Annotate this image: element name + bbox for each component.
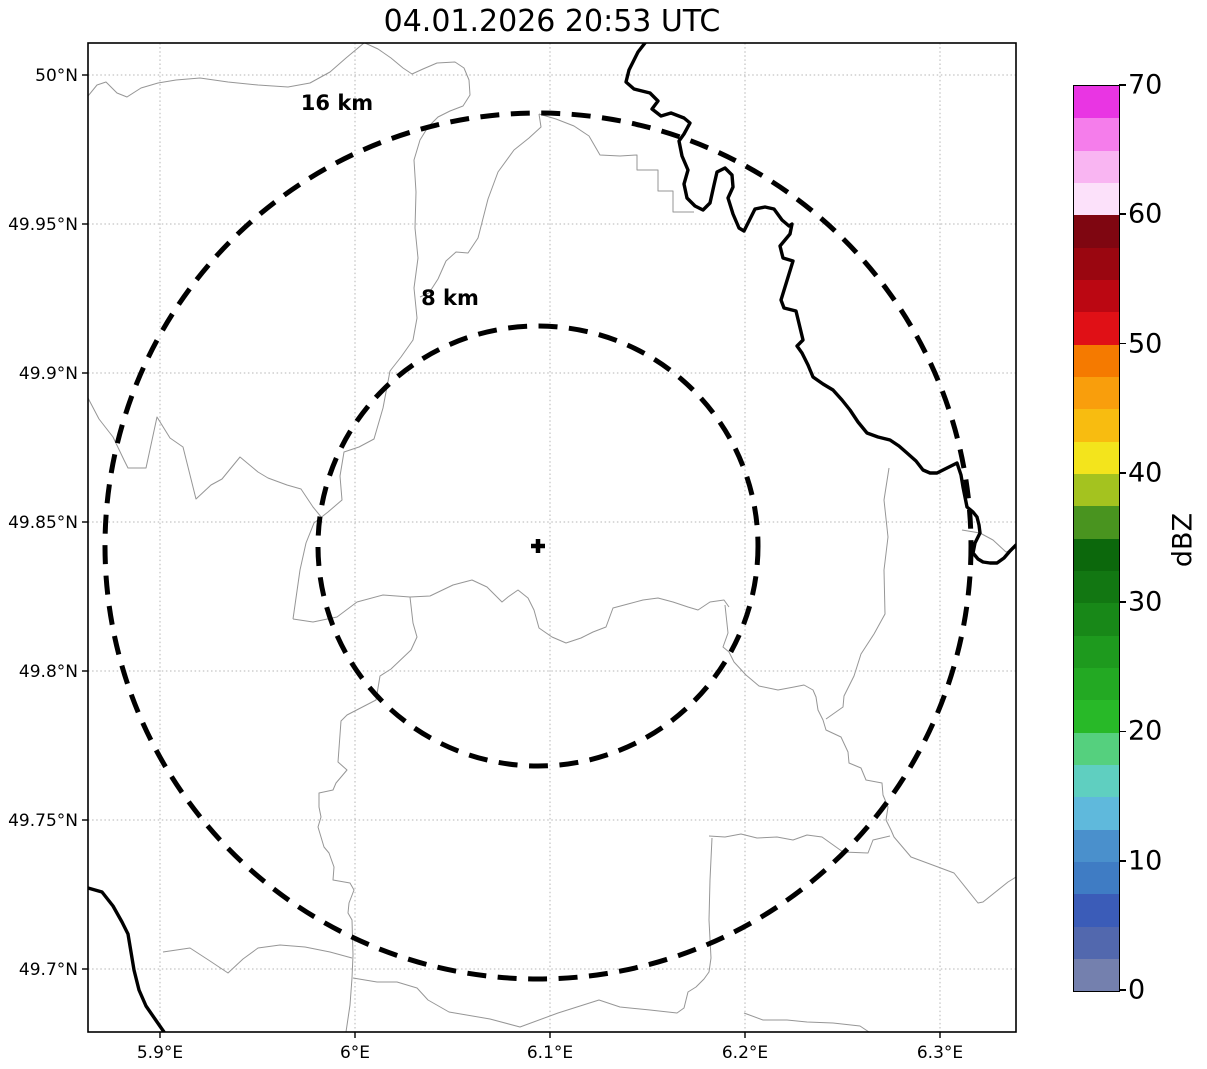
lat-tick-label: 49.85°N: [8, 513, 78, 533]
colorbar-tick-label: 10: [1128, 845, 1163, 877]
lon-tick-label: 6.2°E: [722, 1043, 768, 1063]
admin-boundary-line: [292, 579, 730, 644]
colorbar-segment: [1074, 182, 1119, 216]
lon-tick-label: 6°E: [340, 1043, 370, 1063]
lat-tick-label: 49.7°N: [19, 960, 78, 980]
river-line: [624, 43, 1016, 565]
colorbar-segment: [1074, 473, 1119, 507]
lat-tick-label: 49.8°N: [19, 662, 78, 682]
colorbar-tick-label: 40: [1128, 457, 1163, 489]
colorbar-segment: [1074, 538, 1119, 571]
boundaries-group: [88, 43, 1016, 1032]
admin-boundary-line: [88, 43, 365, 98]
grid-group: [88, 43, 1016, 1032]
colorbar-segment: [1074, 215, 1119, 248]
lat-tick-label: 49.75°N: [8, 811, 78, 831]
colorbar-segment: [1074, 732, 1119, 765]
colorbar-tick-label: 0: [1128, 974, 1146, 1006]
colorbar-tick-mark: [1119, 601, 1126, 603]
lat-tick-label: 50°N: [35, 66, 78, 86]
admin-boundary-line: [743, 1012, 870, 1032]
admin-boundary-line: [292, 43, 471, 620]
colorbar-segment: [1074, 247, 1119, 280]
river-line: [88, 886, 166, 1032]
radar-center-marker: [531, 539, 545, 553]
lon-tick-label: 6.1°E: [527, 1043, 573, 1063]
colorbar-tick-mark: [1119, 859, 1126, 862]
colorbar-segment: [1074, 279, 1119, 313]
colorbar-segment: [1074, 312, 1119, 345]
admin-boundary-line: [708, 833, 891, 854]
lon-tick-label: 6.3°E: [917, 1043, 963, 1063]
colorbar-label: dBZ: [1167, 512, 1199, 568]
colorbar-segment: [1074, 926, 1119, 959]
colorbar-segment: [1074, 603, 1119, 636]
admin-boundary-line: [722, 604, 1016, 904]
axis-ticks-group: 50°N 49.95°N 49.9°N 49.85°N 49.8°N 49.75°N 49.…: [8, 66, 963, 1063]
colorbar-segment: [1074, 958, 1119, 992]
colorbar-tick-mark: [1119, 472, 1126, 474]
admin-boundary-line: [88, 397, 323, 519]
range-ring-circle: [315, 323, 761, 769]
admin-boundary-line: [352, 837, 713, 1028]
admin-boundary-line: [419, 113, 542, 298]
colorbar-tick-mark: [1119, 730, 1126, 733]
colorbar-segment: [1074, 441, 1119, 474]
colorbar-segment: [1074, 635, 1119, 668]
admin-boundary-line: [538, 113, 694, 213]
colorbar: [1073, 85, 1120, 992]
colorbar-segment: [1074, 344, 1119, 377]
colorbar-tick-mark: [1119, 213, 1126, 216]
colorbar-segment: [1074, 506, 1119, 539]
admin-boundary-line: [825, 467, 890, 720]
colorbar-segment: [1074, 797, 1119, 830]
colorbar-tick-mark: [1119, 84, 1126, 86]
colorbar-tick-label: 20: [1128, 715, 1163, 747]
colorbar-tick-label: 50: [1128, 328, 1163, 360]
lat-tick-label: 49.95°N: [8, 215, 78, 235]
colorbar-segment: [1074, 570, 1119, 604]
colorbar-segment: [1074, 667, 1119, 701]
axes-frame: [87, 42, 1017, 1033]
range-rings-group: 16 km 8 km: [102, 91, 974, 982]
lon-tick-label: 5.9°E: [137, 1043, 183, 1063]
colorbar-segment: [1074, 764, 1119, 798]
colorbar-tick-label: 30: [1128, 586, 1163, 618]
colorbar-tick-mark: [1119, 342, 1126, 345]
range-ring-circle: [102, 110, 974, 982]
colorbar-tick-label: 70: [1128, 69, 1163, 101]
colorbar-segment: [1074, 894, 1119, 927]
colorbar-segment: [1074, 86, 1119, 119]
colorbar-tick-label: 60: [1128, 198, 1163, 230]
colorbar-segment: [1074, 409, 1119, 442]
figure-title: 04.01.2026 20:53 UTC: [383, 4, 721, 39]
colorbar-segment: [1074, 150, 1119, 183]
range-ring-label: 16 km: [301, 91, 373, 115]
colorbar-segment: [1074, 861, 1119, 895]
colorbar-segment: [1074, 376, 1119, 410]
range-ring-label: 8 km: [421, 286, 479, 310]
colorbar-segment: [1074, 829, 1119, 862]
colorbar-segment: [1074, 700, 1119, 733]
admin-boundary-line: [317, 596, 418, 1032]
colorbar-tick-mark: [1119, 989, 1126, 991]
lat-tick-label: 49.9°N: [19, 364, 78, 384]
rivers-group: [88, 43, 1016, 1032]
admin-boundary-line: [162, 944, 353, 974]
colorbar-segment: [1074, 118, 1119, 151]
